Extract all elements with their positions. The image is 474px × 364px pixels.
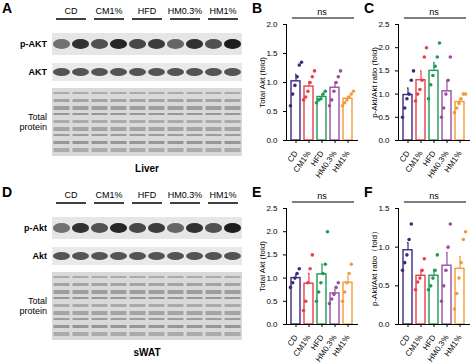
svg-text:1.0: 1.0	[378, 90, 390, 99]
svg-text:CM1%: CM1%	[95, 6, 122, 16]
svg-text:1.5: 1.5	[266, 250, 278, 259]
svg-text:HM1%: HM1%	[331, 149, 352, 174]
svg-text:1.5: 1.5	[378, 66, 390, 75]
svg-text:CM1%: CM1%	[291, 149, 313, 175]
svg-text:p-Akt/Akt ratio (fold): p-Akt/Akt ratio (fold)	[370, 47, 379, 118]
svg-text:HM1%: HM1%	[443, 149, 464, 174]
svg-text:0.0: 0.0	[266, 320, 278, 329]
svg-text:HM1%: HM1%	[209, 6, 236, 16]
svg-text:HM1%: HM1%	[443, 333, 464, 358]
svg-text:CD: CD	[65, 190, 78, 200]
svg-text:CM1%: CM1%	[291, 333, 313, 359]
svg-text:HM0.3%: HM0.3%	[313, 149, 339, 180]
svg-text:HM0.3%: HM0.3%	[425, 149, 451, 180]
svg-text:CD: CD	[65, 6, 78, 16]
svg-text:Totalprotein: Totalprotein	[19, 296, 47, 316]
svg-text:CD: CD	[397, 333, 412, 348]
svg-text:Akt: Akt	[32, 251, 47, 261]
svg-text:ns: ns	[317, 191, 327, 201]
svg-text:0.5: 0.5	[266, 297, 278, 306]
svg-text:HM0.3%: HM0.3%	[168, 190, 203, 200]
svg-text:0.0: 0.0	[378, 136, 390, 145]
svg-text:0.5: 0.5	[378, 281, 390, 290]
svg-text:HFD: HFD	[308, 333, 326, 352]
svg-text:HFD: HFD	[138, 6, 157, 16]
svg-text:1.5: 1.5	[266, 49, 278, 58]
svg-text:Total Akt (fold): Total Akt (fold)	[258, 57, 267, 108]
svg-text:1.5: 1.5	[378, 204, 390, 213]
html-text:A: A	[2, 0, 13, 16]
html-text:C: C	[364, 0, 375, 16]
svg-text:CM1%: CM1%	[95, 190, 122, 200]
html-text:E: E	[252, 184, 262, 200]
svg-text:p-Akt/Akt ratio（fold）: p-Akt/Akt ratio（fold）	[370, 227, 379, 306]
svg-text:CD: CD	[285, 149, 300, 164]
svg-text:CM1%: CM1%	[403, 333, 425, 359]
svg-text:HFD: HFD	[420, 333, 438, 352]
svg-text:CM1%: CM1%	[403, 149, 425, 175]
svg-text:Liver: Liver	[135, 163, 159, 174]
svg-text:HFD: HFD	[420, 149, 438, 168]
svg-text:HM0.3%: HM0.3%	[168, 6, 203, 16]
svg-text:Total Akt (fold): Total Akt (fold)	[258, 241, 267, 292]
svg-text:HM1%: HM1%	[331, 333, 352, 358]
svg-text:ns: ns	[429, 191, 439, 201]
svg-text:CD: CD	[285, 333, 300, 348]
svg-text:Totalprotein: Totalprotein	[19, 112, 47, 132]
html-text:F: F	[364, 184, 373, 200]
svg-text:HFD: HFD	[138, 190, 157, 200]
html-text:D: D	[2, 184, 13, 200]
svg-text:1.0: 1.0	[266, 78, 278, 87]
svg-text:HFD: HFD	[308, 149, 326, 168]
svg-text:p-AKT: p-AKT	[20, 39, 47, 49]
svg-text:2.0: 2.0	[266, 227, 278, 236]
svg-text:p-Akt: p-Akt	[24, 223, 47, 233]
svg-text:ns: ns	[317, 7, 327, 17]
svg-text:0.0: 0.0	[266, 136, 278, 145]
svg-text:HM1%: HM1%	[209, 190, 236, 200]
svg-text:ns: ns	[429, 7, 439, 17]
svg-text:0.0: 0.0	[378, 320, 390, 329]
svg-text:2.0: 2.0	[378, 43, 390, 52]
svg-text:AKT: AKT	[29, 67, 48, 77]
html-text:B: B	[252, 0, 263, 16]
svg-text:1.0: 1.0	[378, 243, 390, 252]
svg-text:0.5: 0.5	[378, 113, 390, 122]
svg-text:2.0: 2.0	[266, 20, 278, 29]
svg-text:HM0.3%: HM0.3%	[425, 333, 451, 364]
svg-text:2.5: 2.5	[266, 204, 278, 213]
svg-text:sWAT: sWAT	[133, 347, 160, 358]
svg-text:0.5: 0.5	[266, 107, 278, 116]
svg-text:2.5: 2.5	[378, 20, 390, 29]
svg-text:HM0.3%: HM0.3%	[313, 333, 339, 364]
svg-text:1.0: 1.0	[266, 274, 278, 283]
svg-text:CD: CD	[397, 149, 412, 164]
